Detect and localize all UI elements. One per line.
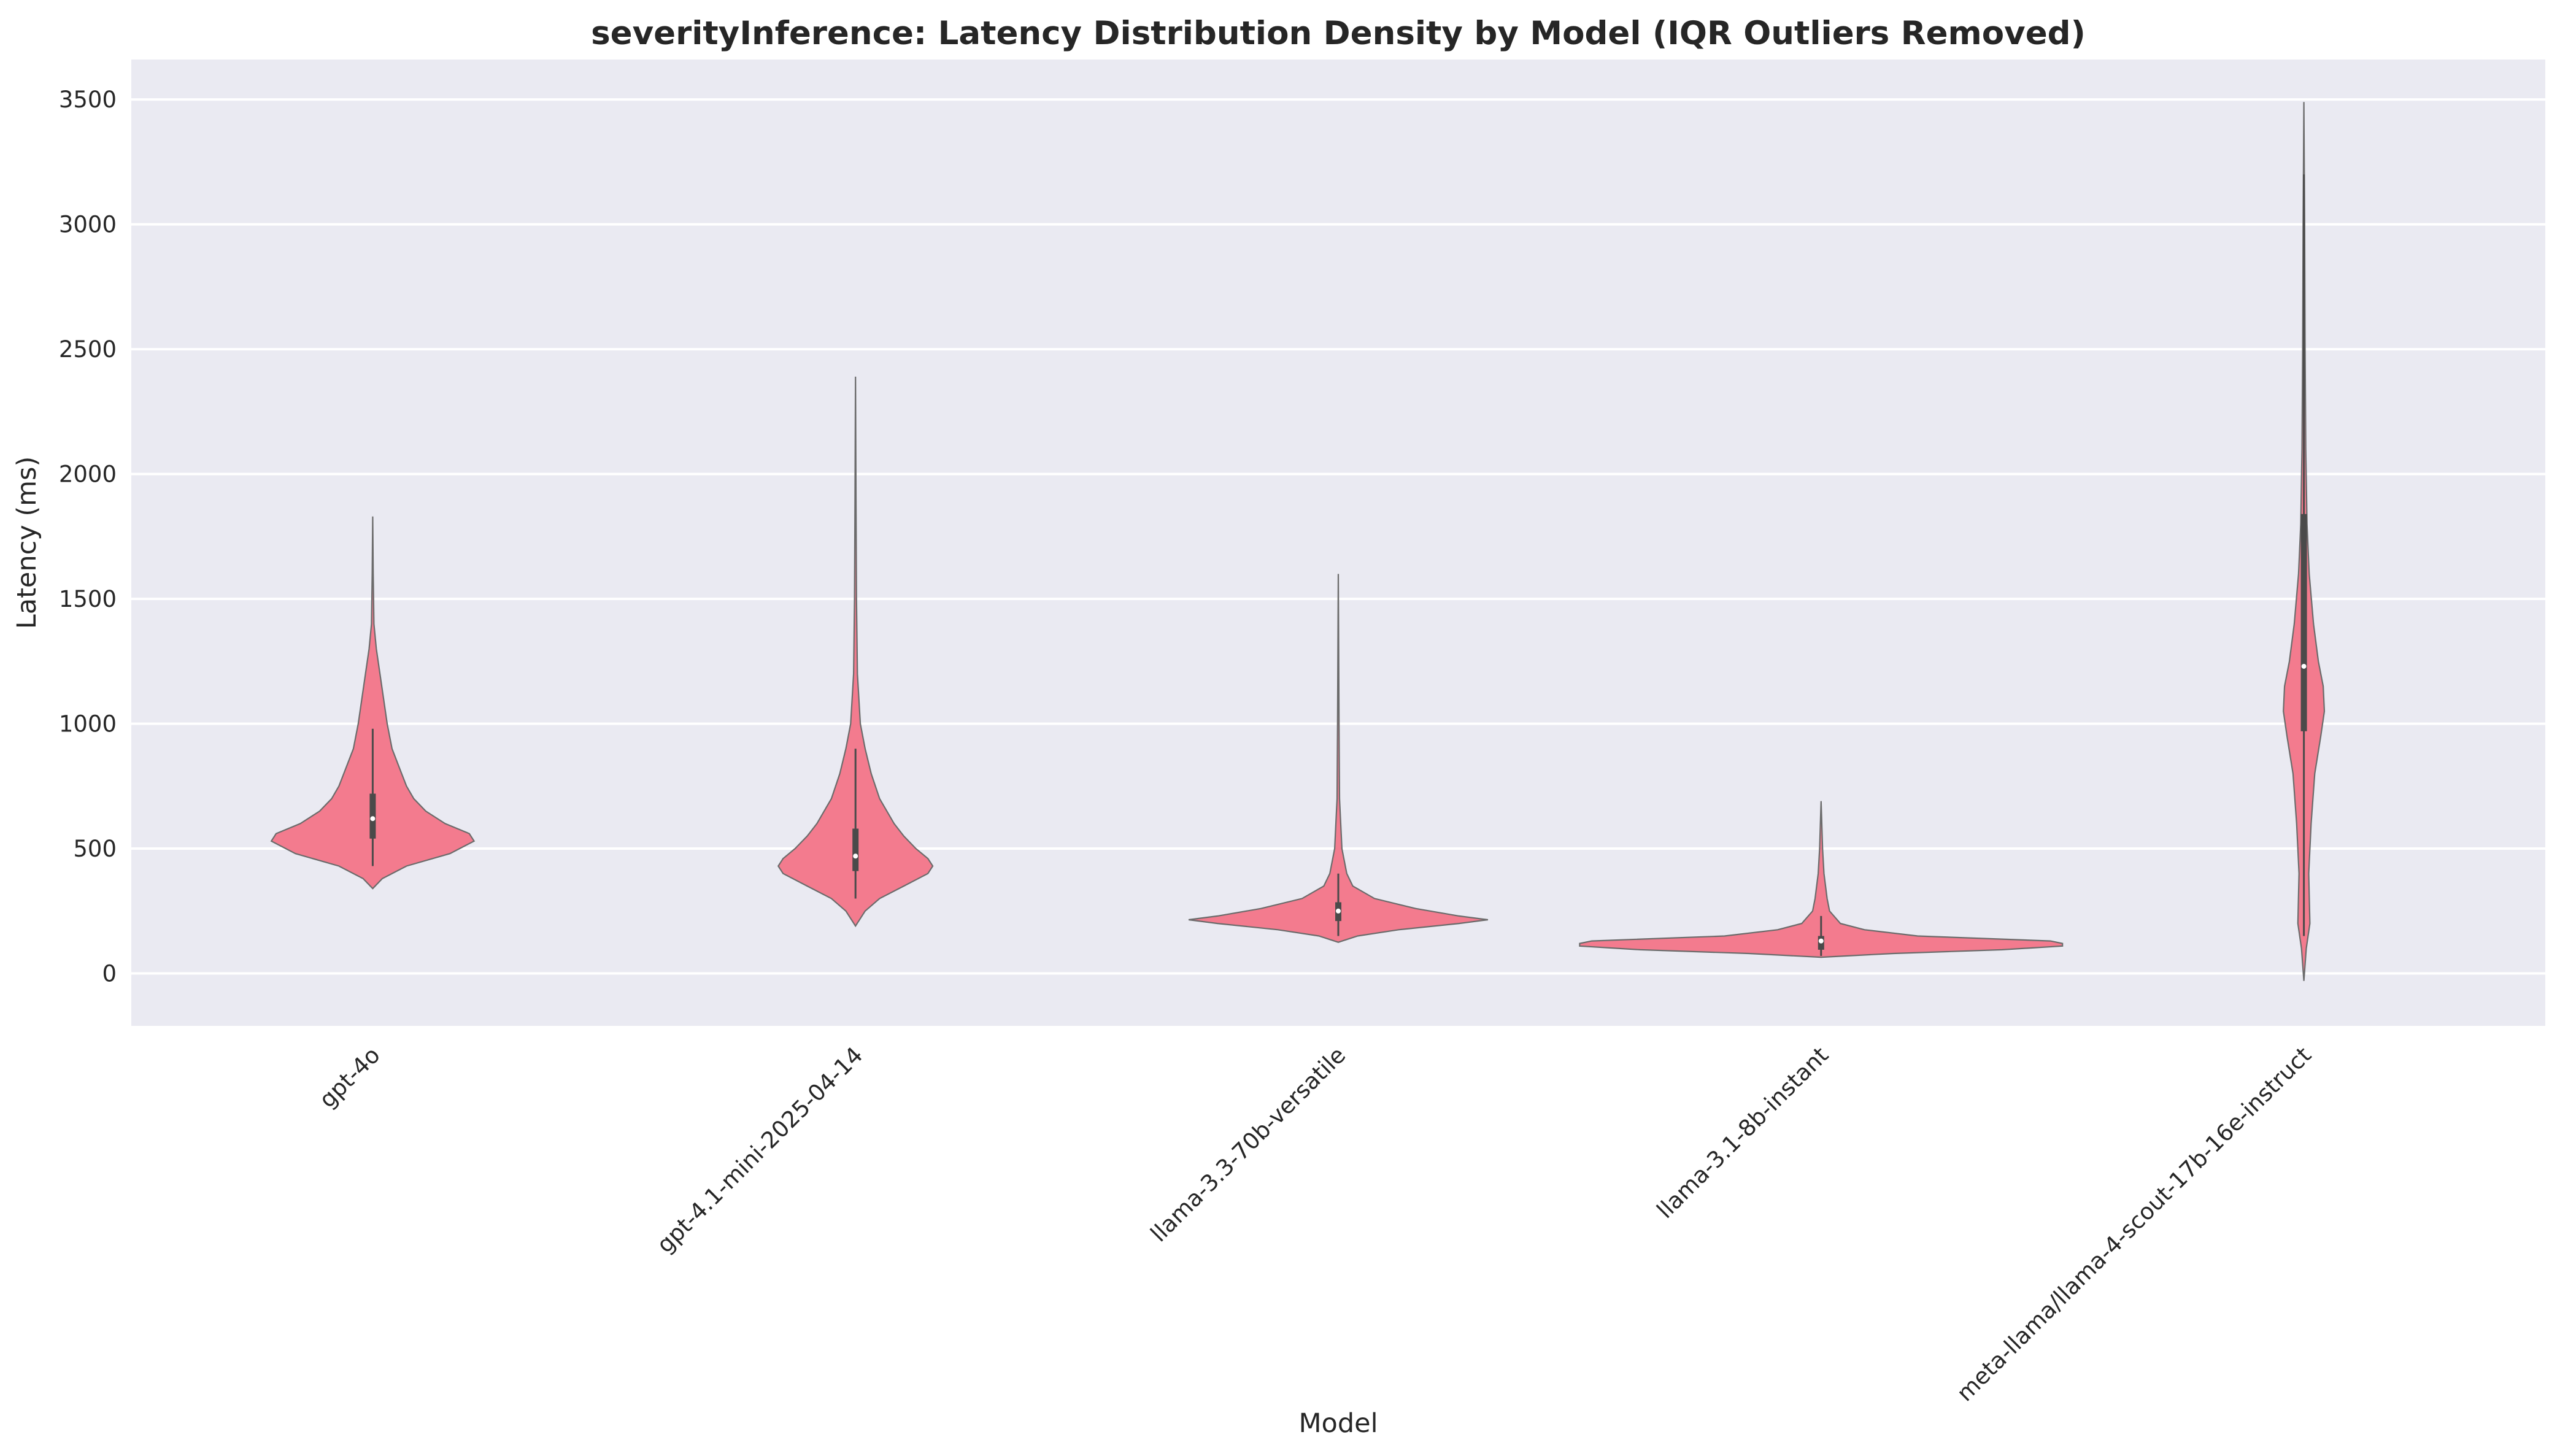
y-tick-label: 3500 <box>59 87 117 113</box>
y-tick-label: 1500 <box>59 586 117 612</box>
x-axis-label: Model <box>1298 1408 1378 1439</box>
y-tick-label: 0 <box>102 961 117 987</box>
violin-median <box>2301 663 2307 669</box>
violin-group <box>2283 102 2326 981</box>
y-axis-label: Latency (ms) <box>12 456 42 629</box>
violin-group <box>1579 801 2064 958</box>
violin-group <box>1188 574 1489 943</box>
y-tick-label: 3000 <box>59 212 117 238</box>
y-tick-label: 1000 <box>59 711 117 738</box>
violin-body <box>777 376 934 928</box>
x-tick-label: llama-3.3-70b-versatile <box>1146 1042 1351 1247</box>
x-axis-ticks: gpt-4o gpt-4.1-mini-2025-04-14 llama-3.3-7… <box>314 1042 2316 1406</box>
y-tick-label: 2500 <box>59 336 117 363</box>
x-tick-label: gpt-4o <box>314 1042 385 1113</box>
violin-body <box>270 516 476 890</box>
y-tick-label: 500 <box>73 836 117 862</box>
violin-group <box>777 376 934 928</box>
y-axis-ticks: 0 500 1000 1500 2000 2500 3000 3500 <box>59 87 117 987</box>
x-tick-label: meta-llama/llama-4-scout-17b-16e-instruc… <box>1952 1042 2316 1406</box>
violin-median <box>370 816 376 822</box>
y-tick-label: 2000 <box>59 461 117 488</box>
violin-group <box>270 516 476 890</box>
violins <box>270 102 2326 981</box>
violin-median <box>1818 938 1824 944</box>
violin-body <box>1579 801 2064 958</box>
chart-title: severityInference: Latency Distribution … <box>591 15 2086 52</box>
violin-median <box>1336 908 1341 914</box>
x-tick-label: llama-3.1-8b-instant <box>1652 1042 1833 1223</box>
x-tick-label: gpt-4.1-mini-2025-04-14 <box>652 1042 868 1258</box>
violin-body <box>1188 574 1489 943</box>
violin-median <box>853 853 858 859</box>
